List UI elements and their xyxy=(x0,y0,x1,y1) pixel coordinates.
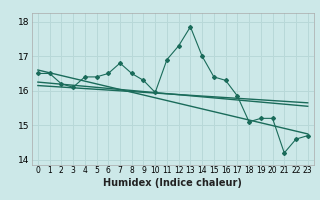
X-axis label: Humidex (Indice chaleur): Humidex (Indice chaleur) xyxy=(103,178,242,188)
